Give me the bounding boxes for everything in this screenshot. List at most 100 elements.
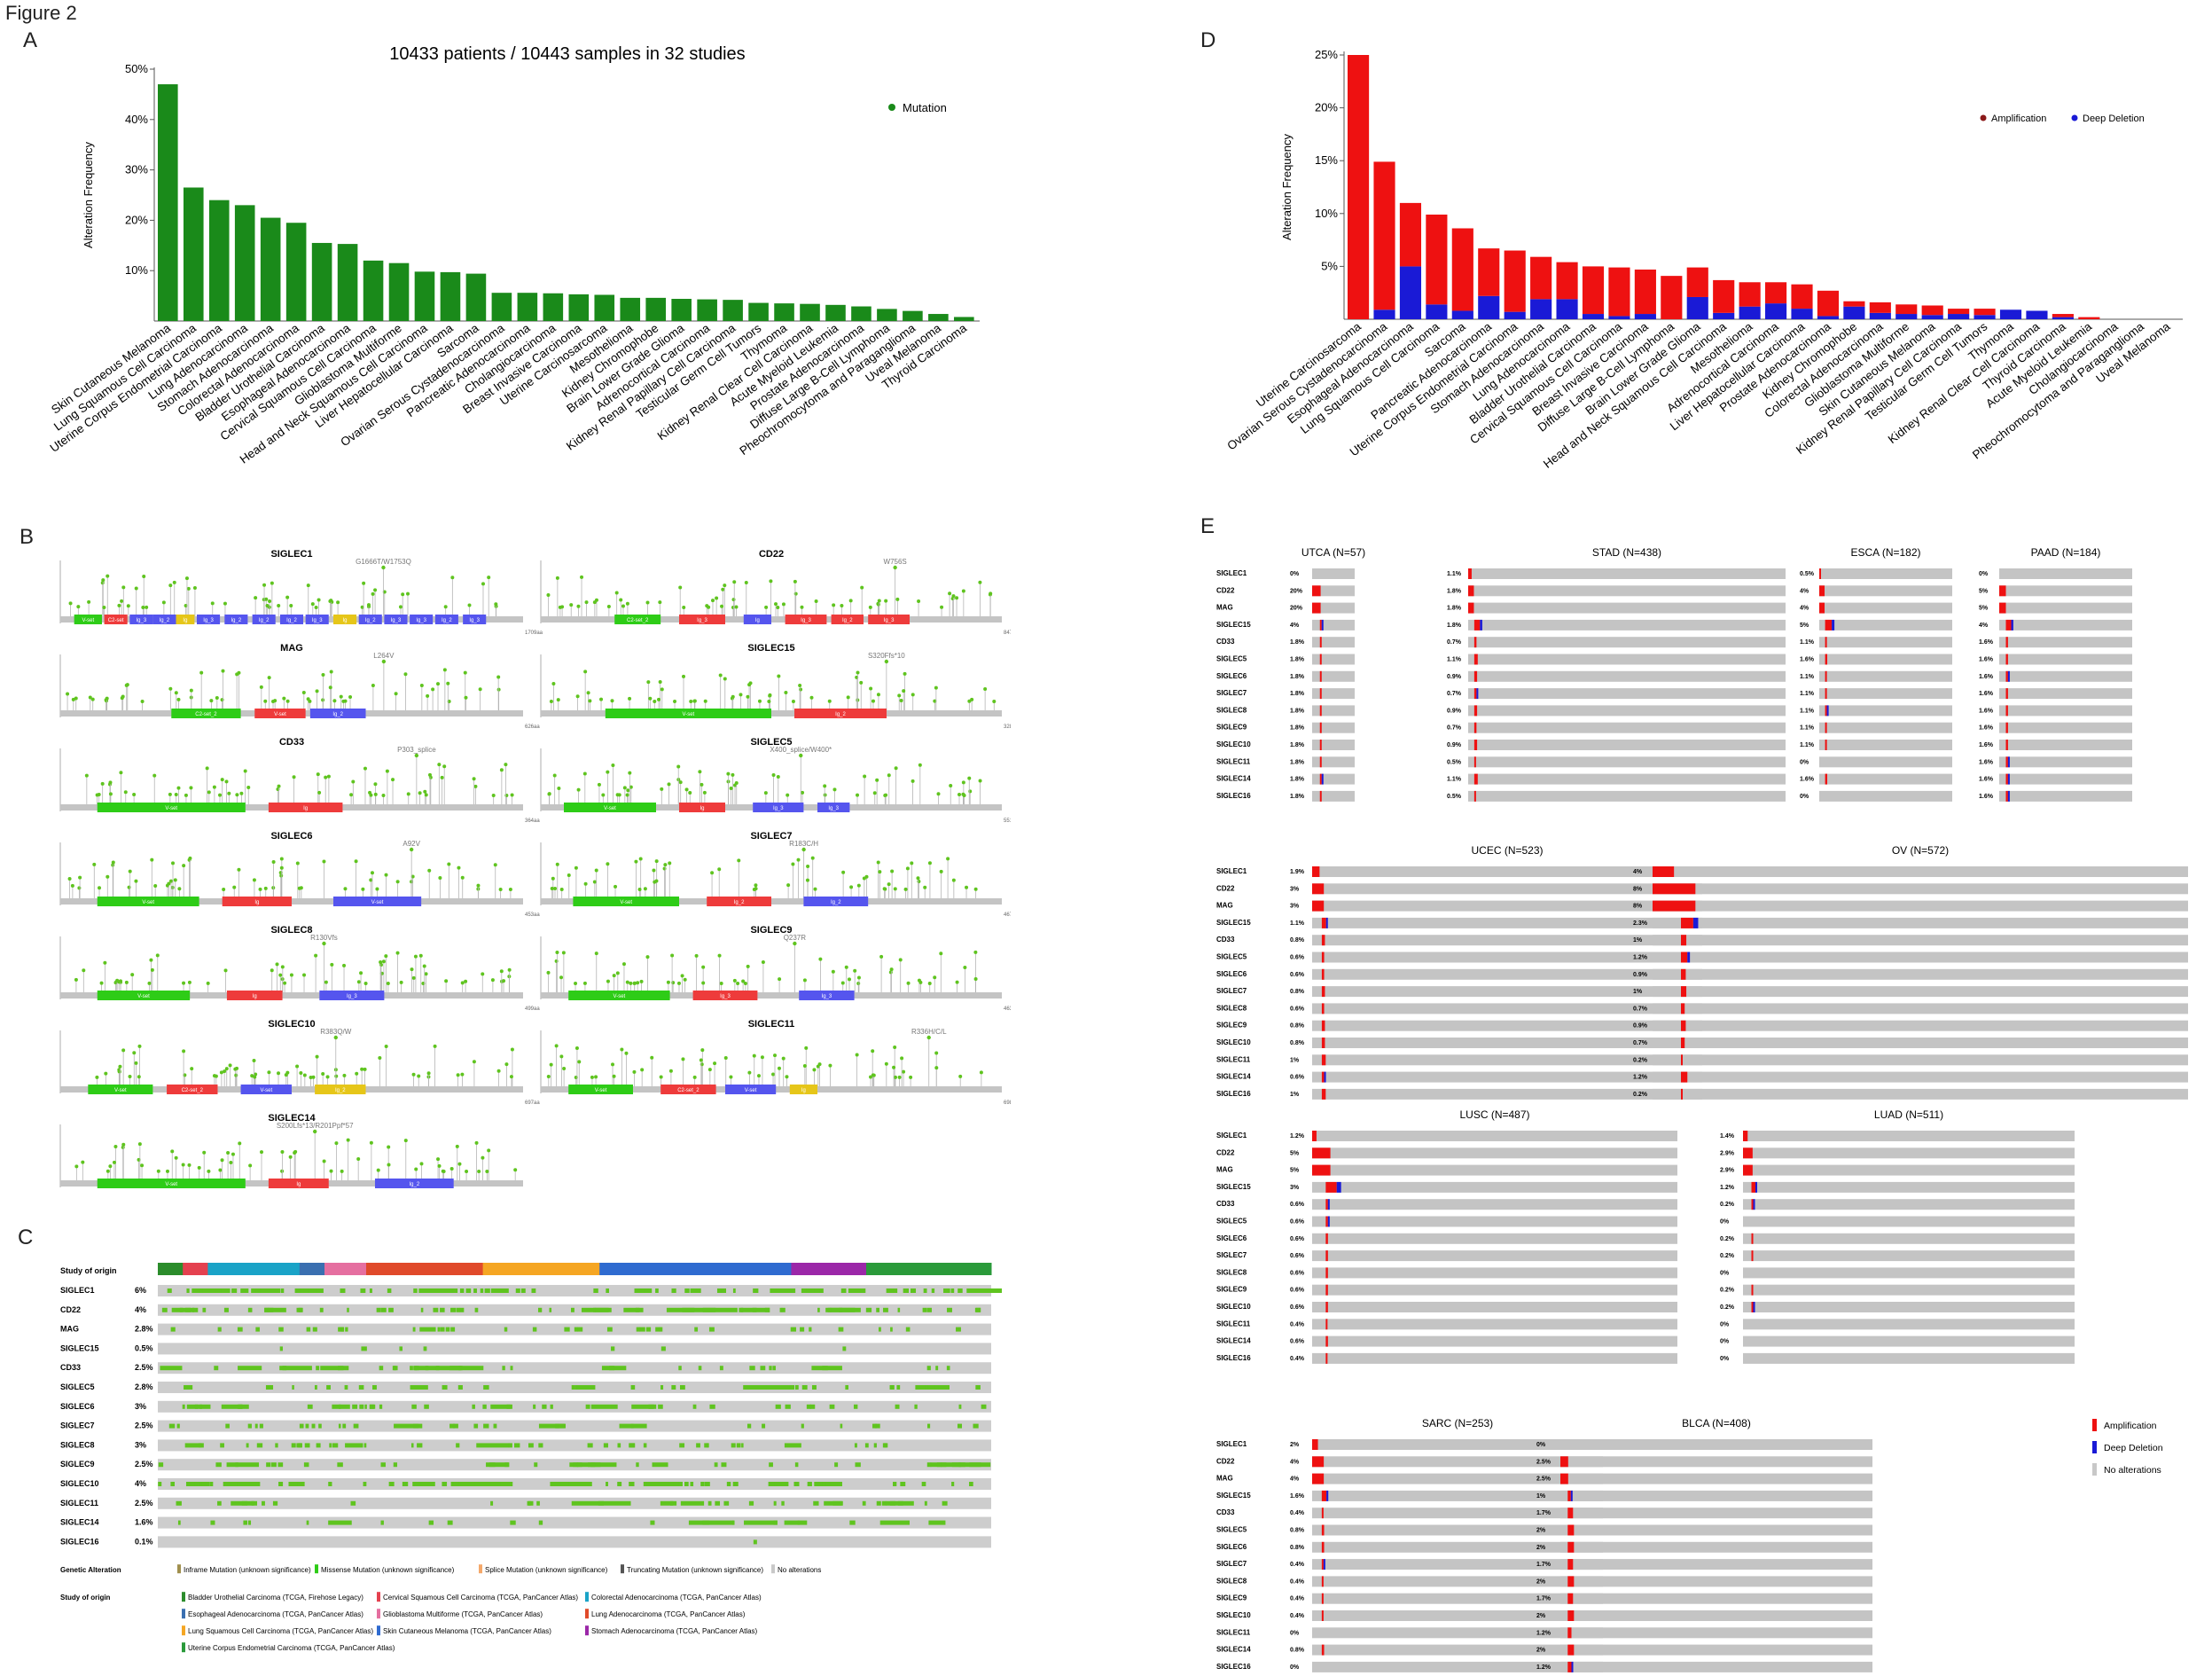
panel-label-e: E [1200, 514, 1215, 538]
amplification-mark [2005, 722, 2008, 733]
mutation-dot [278, 973, 283, 977]
protein-length: 1709aa [525, 630, 543, 636]
gene-label: SIGLEC5 [1216, 953, 1247, 961]
gene-percent: 1.7% [1536, 1562, 1552, 1568]
amplification-mark [1325, 1267, 1328, 1279]
gene-track [1819, 790, 1952, 802]
domain-label: Ig_3 [203, 618, 214, 623]
mutation-dot [174, 1155, 178, 1160]
mutation-dot [625, 793, 629, 797]
protein-domain [252, 615, 276, 624]
gene-percent: 4% [1290, 1476, 1300, 1483]
gene-percent: 5% [1290, 1168, 1300, 1174]
gene-percent: 2% [1536, 1528, 1546, 1534]
alteration-mark [715, 1500, 721, 1506]
gene-percent: 1.1% [1447, 571, 1462, 577]
mutation-dot [440, 775, 444, 779]
alteration-mark [319, 1307, 324, 1312]
gene-label: MAG [1216, 1475, 1233, 1483]
amplification-mark [1825, 619, 1833, 630]
bar [234, 205, 255, 321]
protein-domain [152, 615, 176, 624]
mutation-dot [182, 1049, 186, 1053]
amplification-mark [1473, 688, 1477, 700]
mutation-dot [509, 1075, 513, 1079]
mutation-dot [106, 574, 110, 578]
mutation-dot [436, 682, 441, 686]
gene-track [1312, 1054, 1702, 1066]
alteration-mark [179, 1307, 184, 1312]
mutation-dot [354, 859, 358, 864]
mutation-dot [174, 793, 178, 797]
alteration-mark [340, 1288, 345, 1293]
alteration-mark [255, 1327, 260, 1332]
gene-percent: 2.9% [1720, 1150, 1735, 1156]
gene-percent: 1.6% [1979, 691, 1994, 697]
mutation-dot [911, 693, 915, 697]
mutation-dot [460, 1072, 465, 1077]
deep-deletion-mark [2011, 619, 2013, 630]
alteration-mark [764, 1307, 770, 1312]
legend-mutation: Mutation [903, 101, 947, 114]
gene-track [1312, 670, 1355, 682]
hotspot-dot [322, 941, 326, 946]
alteration-mark [363, 1482, 367, 1486]
mutation-dot [884, 1061, 888, 1066]
bar-amplification [1451, 228, 1473, 311]
bar [388, 262, 410, 321]
alteration-mark [834, 1462, 839, 1468]
mutation-dot [426, 693, 430, 698]
mutation-dot [295, 1064, 300, 1069]
hotspot-dot [409, 847, 414, 852]
alteration-mark [361, 1346, 367, 1351]
mutation-dot [74, 1164, 79, 1169]
gene-label: SIGLEC16 [1216, 1663, 1251, 1671]
domain-label: V-set [604, 806, 616, 811]
alteration-mark [884, 1443, 887, 1448]
gene-percent: 0.7% [1447, 639, 1462, 646]
gene-percent: 1.1% [1800, 674, 1815, 680]
mutation-dot [121, 1145, 125, 1149]
amplification-mark [1743, 1131, 1748, 1141]
amplification-mark [1321, 1038, 1325, 1048]
gene-label: SIGLEC16 [1216, 1090, 1251, 1098]
alteration-mark [574, 1327, 578, 1332]
mutation-dot [231, 1152, 235, 1156]
deep-deletion-mark [1327, 1199, 1330, 1210]
mutation-dot [373, 588, 378, 592]
gene-track [1312, 1335, 1677, 1347]
mutation-dot [555, 862, 559, 866]
alteration-mark [576, 1462, 582, 1468]
gene-track [1312, 1071, 1702, 1083]
mutation-dot [476, 883, 481, 888]
alteration-mark [658, 1404, 663, 1409]
mutation-dot [583, 670, 588, 674]
gene-track [1312, 917, 1702, 928]
mutation-dot [258, 887, 262, 891]
alteration-mark [789, 1385, 793, 1390]
mutation-dot [939, 869, 943, 873]
gene-label: MAG [1216, 1166, 1233, 1174]
alteration-mark [423, 1346, 427, 1351]
amplification-mark [1825, 688, 1827, 700]
mutation-dot [271, 859, 276, 864]
protein-domain [305, 615, 329, 624]
bar-deep-deletion [1895, 314, 1918, 319]
alteration-mark [709, 1404, 715, 1409]
gene-track [1312, 722, 1355, 733]
domain-label: Ig_2 [842, 618, 853, 623]
bar-deep-deletion [1791, 309, 1813, 319]
origin-legend-item: Lung Adenocarcinoma (TCGA, PanCancer Atl… [591, 1610, 746, 1618]
gene-percent: 0.4% [1290, 1596, 1305, 1602]
gene-label: SIGLEC10 [1216, 1303, 1251, 1311]
mutation-dot [872, 791, 877, 795]
mutation-dot [324, 980, 328, 984]
mutation-dot [487, 1148, 491, 1153]
gene-percent: 0.7% [1633, 1006, 1648, 1012]
gene-percent: 2% [1536, 1648, 1546, 1654]
mutation-dot [962, 793, 966, 797]
deep-deletion-mark [1571, 1661, 1574, 1672]
mutation-dot [844, 965, 848, 969]
alteration-mark [393, 1366, 398, 1371]
alteration-mark [504, 1462, 510, 1468]
